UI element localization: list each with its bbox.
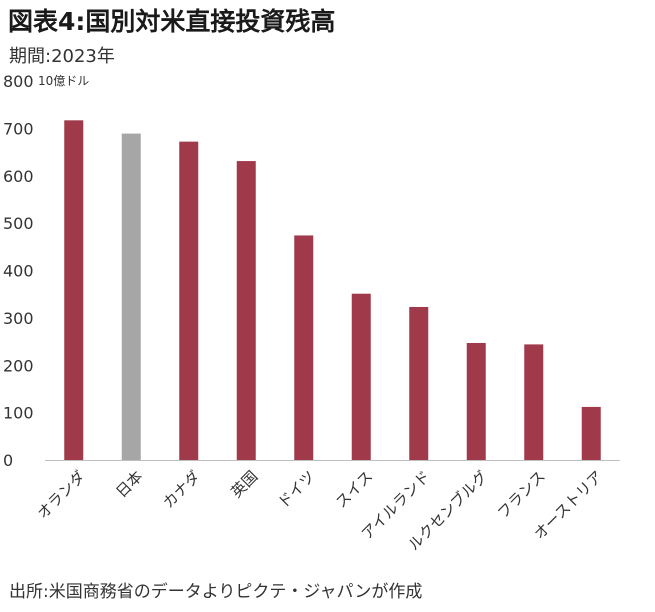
y-tick-label: 700 (3, 119, 34, 138)
bar (409, 306, 429, 460)
chart-subtitle: 期間:2023年 (9, 46, 115, 67)
y-tick-label: 0 (3, 451, 13, 470)
y-tick-label: 200 (3, 356, 34, 375)
x-tick-label: スイス (332, 467, 376, 511)
y-tick-label: 300 (3, 309, 34, 328)
chart-title: 図表4:国別対米直接投資残高 (8, 7, 336, 36)
bar (294, 235, 314, 460)
bar (466, 342, 486, 460)
bar (236, 161, 256, 460)
x-tick-label: 日本 (112, 467, 146, 501)
y-tick-label: 100 (3, 404, 34, 423)
x-tick-label: フランス (494, 467, 549, 522)
source-note: 出所:米国商務省のデータよりピクテ・ジャパンが作成 (9, 582, 423, 602)
y-axis: 0 100 200 300 400 500 600 700 800 (3, 72, 34, 470)
y-tick-label: 400 (3, 262, 34, 281)
bar-chart: 0 100 200 300 400 500 600 700 800 10億ドル オランダ 日本 カナ… (3, 72, 620, 554)
bar (121, 133, 141, 460)
y-axis-unit-label: 10億ドル (38, 74, 89, 88)
bars (64, 120, 601, 460)
y-tick-label: 500 (3, 214, 34, 233)
y-tick-label: 800 (3, 72, 34, 91)
x-tick-label: オランダ (34, 467, 89, 522)
y-tick-label: 600 (3, 167, 34, 186)
bar (64, 120, 84, 460)
bar (351, 293, 371, 460)
x-tick-label: ドイツ (274, 467, 319, 512)
x-tick-label: 英国 (227, 467, 261, 501)
x-tick-label: カナダ (159, 467, 204, 512)
bar (179, 141, 199, 460)
bar (581, 406, 601, 460)
bar (524, 344, 544, 460)
